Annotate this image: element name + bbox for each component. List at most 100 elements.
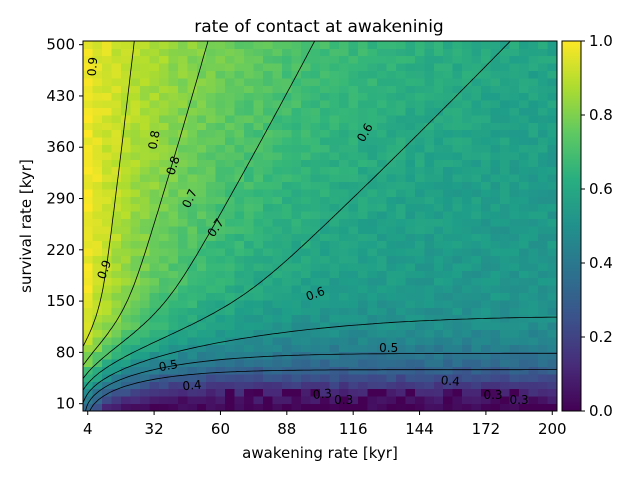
heatmap-cell bbox=[282, 388, 292, 397]
heatmap-cell bbox=[395, 300, 406, 308]
heatmap-cell bbox=[329, 159, 340, 168]
heatmap-cell bbox=[386, 85, 397, 94]
heatmap-cell bbox=[348, 292, 359, 301]
heatmap-cell bbox=[92, 115, 103, 123]
heatmap-cell bbox=[158, 248, 169, 256]
heatmap-cell bbox=[414, 115, 425, 123]
heatmap-cell bbox=[149, 159, 160, 168]
heatmap-cell bbox=[301, 166, 311, 175]
heatmap-cell bbox=[177, 344, 188, 353]
heatmap-cell bbox=[528, 78, 539, 86]
heatmap-cell bbox=[244, 115, 255, 123]
heatmap-cell bbox=[500, 55, 510, 64]
heatmap-cell bbox=[177, 55, 188, 64]
heatmap-cell bbox=[272, 174, 283, 182]
heatmap-cell bbox=[111, 248, 122, 256]
heatmap-cell bbox=[120, 226, 131, 234]
heatmap-cell bbox=[376, 181, 387, 190]
heatmap-cell bbox=[538, 137, 548, 145]
heatmap-cell bbox=[376, 92, 387, 101]
heatmap-cell bbox=[329, 107, 340, 116]
heatmap-cell bbox=[395, 359, 406, 367]
heatmap-cell bbox=[149, 129, 160, 138]
heatmap-cell bbox=[291, 152, 302, 160]
heatmap-cell bbox=[111, 359, 122, 367]
heatmap-cell bbox=[395, 129, 406, 138]
heatmap-cell bbox=[215, 263, 226, 271]
heatmap-cell bbox=[320, 381, 330, 390]
heatmap-cell bbox=[414, 374, 425, 382]
heatmap-cell bbox=[168, 55, 179, 64]
heatmap-cell bbox=[234, 277, 245, 286]
heatmap-cell bbox=[405, 48, 416, 57]
heatmap-cell bbox=[225, 144, 236, 153]
heatmap-cell bbox=[92, 181, 103, 190]
heatmap-cell bbox=[310, 403, 321, 412]
heatmap-cell bbox=[528, 403, 539, 412]
heatmap-cell bbox=[509, 351, 520, 360]
heatmap-cell bbox=[481, 85, 492, 94]
heatmap-cell bbox=[348, 48, 359, 57]
heatmap-cell bbox=[528, 292, 539, 301]
heatmap-cell bbox=[405, 351, 416, 360]
heatmap-cell bbox=[481, 137, 492, 145]
heatmap-cell bbox=[462, 285, 473, 293]
heatmap-cell bbox=[92, 174, 103, 182]
heatmap-cell bbox=[462, 55, 473, 64]
heatmap-cell bbox=[196, 63, 207, 71]
heatmap-cell bbox=[414, 129, 425, 138]
heatmap-cell bbox=[348, 203, 359, 212]
heatmap-cell bbox=[253, 263, 264, 271]
heatmap-cell bbox=[490, 255, 501, 264]
heatmap-cell bbox=[433, 314, 444, 323]
heatmap-cell bbox=[462, 85, 473, 94]
heatmap-cell bbox=[101, 189, 112, 197]
heatmap-cell bbox=[244, 63, 255, 71]
heatmap-cell bbox=[130, 263, 141, 271]
heatmap-cell bbox=[386, 337, 397, 345]
heatmap-cell bbox=[367, 189, 378, 197]
heatmap-cell bbox=[490, 152, 501, 160]
heatmap-cell bbox=[329, 300, 340, 308]
heatmap-cell bbox=[320, 240, 330, 249]
heatmap-cell bbox=[206, 307, 217, 316]
heatmap-cell bbox=[386, 166, 397, 175]
heatmap-cell bbox=[282, 189, 292, 197]
heatmap-cell bbox=[471, 285, 482, 293]
heatmap-cell bbox=[215, 174, 226, 182]
heatmap-cell bbox=[433, 189, 444, 197]
heatmap-cell bbox=[215, 374, 226, 382]
heatmap-cell bbox=[547, 107, 558, 116]
heatmap-cell bbox=[414, 144, 425, 153]
heatmap-cell bbox=[263, 129, 273, 138]
heatmap-cell bbox=[338, 285, 349, 293]
heatmap-cell bbox=[547, 314, 558, 323]
heatmap-cell bbox=[196, 233, 207, 242]
heatmap-cell bbox=[120, 314, 131, 323]
heatmap-cell bbox=[225, 122, 236, 131]
heatmap-cell bbox=[338, 226, 349, 234]
heatmap-cell bbox=[424, 115, 435, 123]
heatmap-cell bbox=[120, 196, 131, 205]
heatmap-cell bbox=[509, 100, 520, 108]
heatmap-cell bbox=[206, 41, 217, 49]
heatmap-cell bbox=[92, 189, 103, 197]
heatmap-cell bbox=[405, 240, 416, 249]
heatmap-cell bbox=[405, 292, 416, 301]
heatmap-cell bbox=[120, 122, 131, 131]
heatmap-cell bbox=[120, 329, 131, 338]
heatmap-cell bbox=[130, 285, 141, 293]
heatmap-cell bbox=[139, 263, 150, 271]
heatmap-cell bbox=[168, 48, 179, 57]
heatmap-cell bbox=[376, 218, 387, 227]
heatmap-cell bbox=[111, 381, 122, 390]
heatmap-cell bbox=[291, 55, 302, 64]
heatmap-cell bbox=[225, 181, 236, 190]
heatmap-cell bbox=[471, 366, 482, 375]
colorbar-gradient bbox=[561, 40, 582, 412]
heatmap-cell bbox=[206, 144, 217, 153]
heatmap-cell bbox=[272, 152, 283, 160]
heatmap-cell bbox=[225, 351, 236, 360]
heatmap-cell bbox=[101, 226, 112, 234]
heatmap-cell bbox=[348, 270, 359, 279]
